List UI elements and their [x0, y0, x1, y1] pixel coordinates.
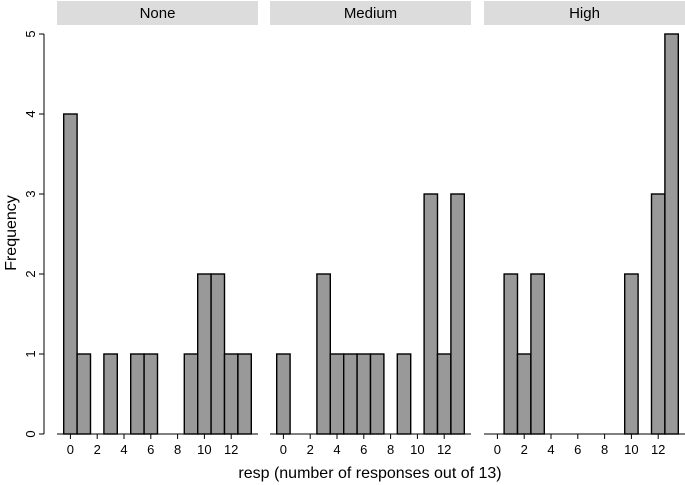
- histogram-bar: [516, 353, 532, 435]
- x-tick-label: 4: [333, 442, 340, 457]
- panel-strip-label: Medium: [344, 5, 397, 22]
- histogram-bar: [503, 273, 519, 435]
- histogram-bar: [343, 353, 358, 435]
- histogram-bar: [276, 353, 291, 435]
- x-tick-label: 12: [437, 442, 451, 457]
- histogram-bar: [329, 353, 345, 435]
- histogram-bar: [196, 273, 212, 435]
- histogram-bar: [63, 113, 78, 435]
- x-axis-title: resp (number of responses out of 13): [238, 465, 501, 482]
- panel-high: High 0 2 4 6 8 10 12: [484, 1, 685, 457]
- panel-strip: [270, 1, 471, 25]
- histogram-bar: [223, 353, 239, 435]
- y-tick-label: 0: [23, 430, 38, 437]
- histogram-bar: [436, 353, 452, 435]
- x-tick-label: 10: [410, 442, 424, 457]
- y-axis-title: Frequency: [3, 195, 20, 271]
- x-tick-label: 8: [387, 442, 394, 457]
- histogram-bar: [143, 353, 159, 435]
- x-tick-label: 8: [174, 442, 181, 457]
- panel-strip-label: High: [569, 5, 600, 22]
- histogram-bar: [650, 193, 666, 435]
- histogram-bar: [624, 273, 639, 435]
- panel-strip-label: None: [140, 5, 176, 22]
- histogram-bar: [103, 353, 119, 435]
- x-tick-label: 2: [307, 442, 314, 457]
- panel-strip: [57, 1, 258, 25]
- histogram-bar: [183, 353, 199, 435]
- y-axis: 0 1 2 3 4 5: [23, 30, 45, 438]
- y-tick-label: 2: [23, 270, 38, 277]
- x-tick-label: 0: [67, 442, 74, 457]
- histogram-bar: [396, 353, 412, 435]
- x-tick-label: 10: [624, 442, 638, 457]
- histogram-bar: [356, 353, 372, 435]
- x-tick-label: 8: [601, 442, 608, 457]
- histogram-bar: [316, 273, 331, 435]
- histogram-bar: [210, 273, 226, 435]
- histogram-bar: [664, 33, 680, 435]
- panel-medium: Medium 0 2 4 6 8 10 12: [270, 1, 471, 457]
- panel-none: None 0 2 4 6 8 10 12: [57, 1, 258, 457]
- x-tick-label: 6: [574, 442, 581, 457]
- x-tick-label: 6: [360, 442, 367, 457]
- x-tick-label: 10: [197, 442, 211, 457]
- histogram-bar: [237, 353, 252, 435]
- histogram-bar: [369, 353, 385, 435]
- histogram-bar: [530, 273, 546, 435]
- panels-layer: None 0 2 4 6 8 10 12 Medium 0 2 4 6 8 10 12 High 0 2 4 6 8 10 1…: [57, 1, 685, 457]
- histogram-bar: [129, 353, 145, 435]
- x-tick-label: 0: [494, 442, 501, 457]
- y-tick-label: 4: [23, 110, 38, 117]
- x-tick-label: 12: [224, 442, 238, 457]
- y-tick-label: 1: [23, 350, 38, 357]
- x-tick-label: 2: [94, 442, 101, 457]
- x-tick-label: 6: [147, 442, 154, 457]
- x-tick-label: 2: [521, 442, 528, 457]
- x-tick-label: 4: [120, 442, 127, 457]
- histogram-bar: [450, 193, 465, 435]
- panel-strip: [484, 1, 685, 25]
- y-tick-label: 3: [23, 190, 38, 197]
- y-tick-label: 5: [23, 30, 38, 37]
- x-tick-label: 4: [547, 442, 554, 457]
- histogram-bar: [76, 353, 92, 435]
- x-tick-label: 12: [651, 442, 665, 457]
- histogram-bar: [423, 193, 439, 435]
- x-tick-label: 0: [280, 442, 287, 457]
